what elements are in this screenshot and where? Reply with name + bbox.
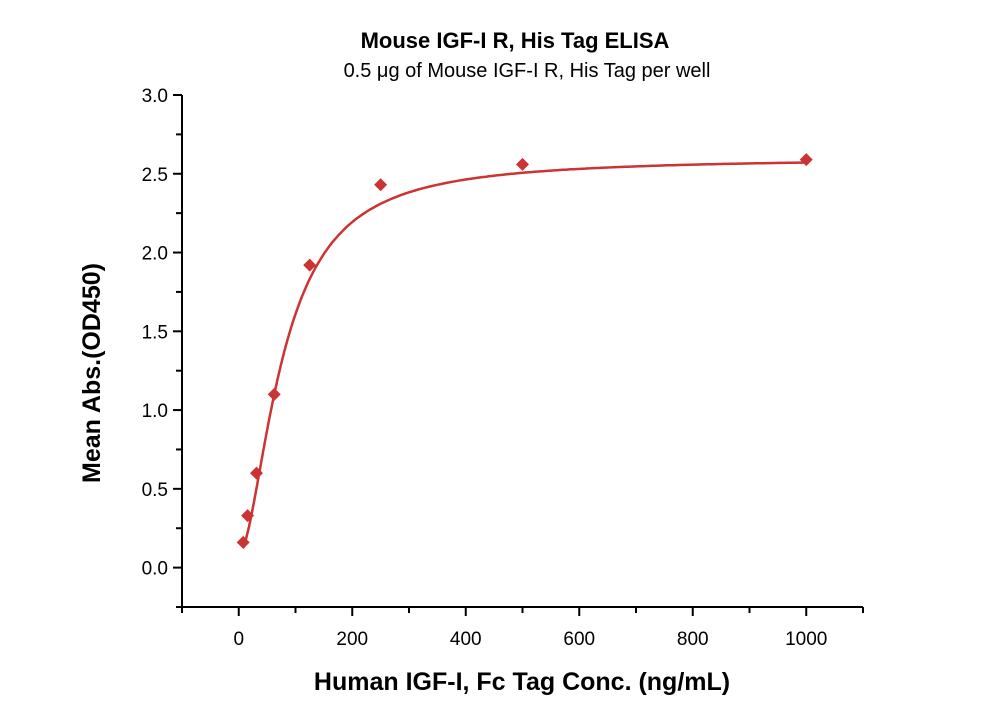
x-tick-label: 600	[563, 629, 595, 650]
y-tick-label: 2.5	[142, 165, 168, 186]
y-tick-label: 0.0	[142, 559, 168, 580]
data-point	[303, 258, 317, 272]
chart-title: Mouse IGF-I R, His Tag ELISA	[361, 28, 670, 53]
data-point	[241, 509, 255, 523]
data-point	[374, 178, 388, 192]
data-point	[236, 535, 250, 549]
data-point	[249, 466, 263, 480]
y-tick-label: 0.5	[142, 480, 168, 501]
y-tick-label: 3.0	[142, 86, 168, 107]
x-tick-label: 200	[336, 629, 368, 650]
y-tick-label: 1.5	[142, 322, 168, 343]
x-axis-label: Human IGF-I, Fc Tag Conc. (ng/mL)	[314, 668, 730, 696]
x-tick-label: 400	[450, 629, 482, 650]
x-tick-label: 1000	[785, 629, 827, 650]
x-tick-label: 0	[233, 629, 244, 650]
fit-curve	[242, 161, 807, 549]
data-point	[267, 387, 281, 401]
y-axis-label: Mean Abs.(OD450)	[78, 263, 106, 483]
x-tick-label: 800	[677, 629, 709, 650]
y-tick-label: 1.0	[142, 401, 168, 422]
data-point	[799, 153, 813, 167]
y-tick-label: 2.0	[142, 244, 168, 265]
data-point	[516, 157, 529, 171]
chart-subtitle: 0.5 μg of Mouse IGF-I R, His Tag per wel…	[344, 60, 711, 82]
